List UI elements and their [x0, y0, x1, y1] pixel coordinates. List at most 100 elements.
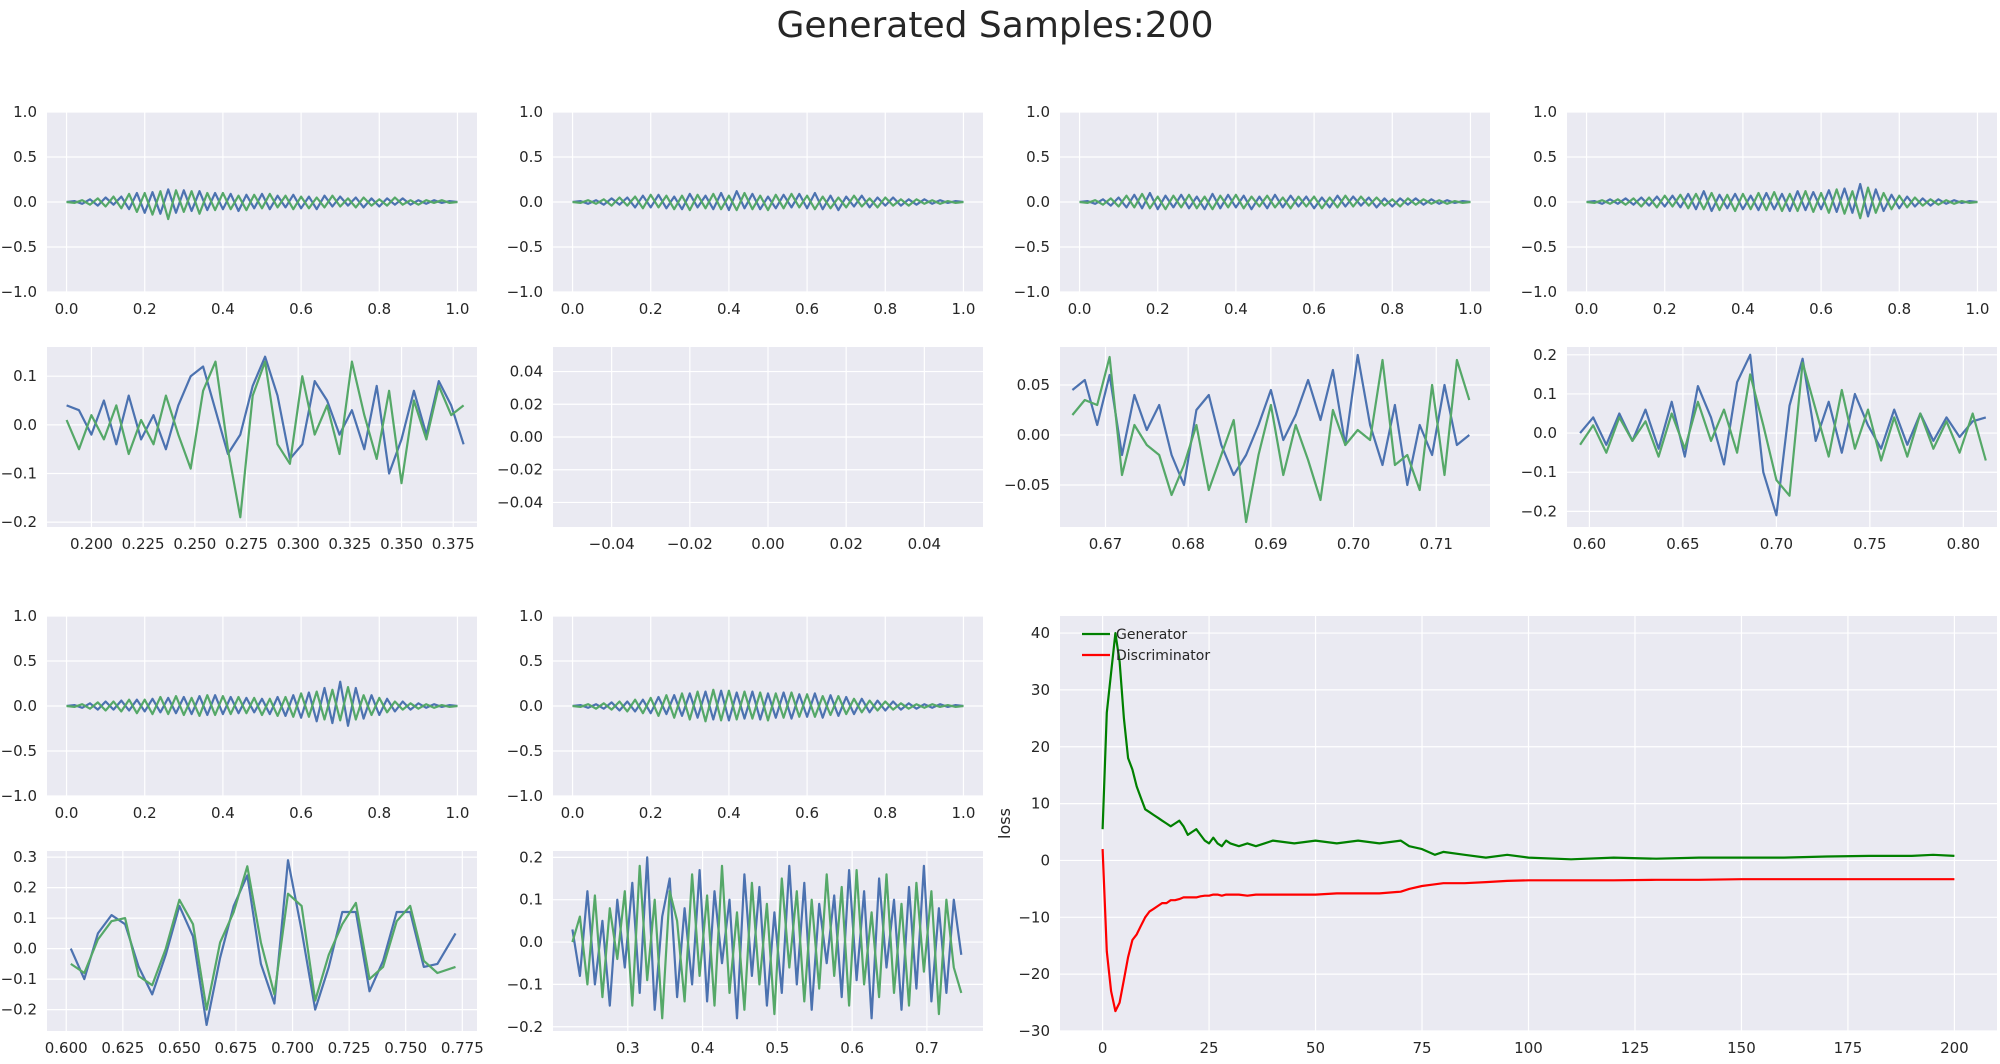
x-tick-label: 0.7	[915, 1039, 939, 1057]
x-tick-label: 0.4	[211, 804, 235, 822]
x-tick-label: 0.6	[289, 804, 313, 822]
y-tick-label: 0.5	[13, 652, 37, 670]
series-line	[66, 680, 458, 727]
legend-entry-label: Generator	[1116, 627, 1187, 643]
y-tick-label: 1.0	[519, 607, 543, 625]
x-tick-label: 0.65	[1666, 535, 1699, 553]
x-tick-label: 0.4	[1224, 300, 1248, 318]
axes-background	[1567, 347, 1997, 527]
x-tick-label: 0.8	[367, 300, 391, 318]
loss-panel: 0 25 50 75 100 125 150 175 200 −30 −20 −10 0 10 20 30 40…	[995, 616, 1997, 1057]
y-tick-label: 0.1	[519, 891, 543, 909]
y-tick-label: −0.02	[497, 461, 543, 479]
x-tick-label: 0.4	[1731, 300, 1755, 318]
series-line	[1071, 355, 1471, 524]
series-line	[571, 864, 963, 1020]
x-tick-label: 0.275	[225, 535, 268, 553]
x-tick-label: 0.8	[1887, 300, 1911, 318]
y-tick-label: −0.2	[1, 513, 37, 531]
y-tick-label: −0.05	[1004, 476, 1050, 494]
y-tick-label: 0.5	[519, 652, 543, 670]
series-line	[572, 688, 964, 723]
x-tick-label: 0.00	[751, 535, 784, 553]
series-line	[66, 189, 458, 221]
x-tick-label: 0.71	[1420, 535, 1453, 553]
series-line-generator	[1101, 631, 1955, 861]
y-tick-label: 0.5	[1533, 148, 1557, 166]
x-tick-label: 0.6	[795, 804, 819, 822]
y-tick-label: 0.1	[13, 367, 37, 385]
x-tick-label: 25	[1200, 1039, 1219, 1057]
y-tick-label: 10	[1031, 795, 1050, 813]
y-tick-label: 0.5	[1026, 148, 1050, 166]
x-tick-label: 0.8	[1380, 300, 1404, 318]
y-axis-label: loss	[995, 808, 1014, 839]
series-line	[66, 685, 458, 722]
y-tick-label: −10	[1018, 908, 1050, 926]
y-tick-label: −30	[1018, 1022, 1050, 1040]
y-tick-label: −0.5	[1, 742, 37, 760]
panel-1: 0.0 0.2 0.4 0.6 0.8 1.0 −1.0 −0.5 0.0 0.5 1.0	[1, 103, 477, 318]
series-line	[65, 360, 465, 519]
y-tick-label: 0.0	[519, 933, 543, 951]
y-tick-label: −0.1	[1521, 463, 1557, 481]
x-tick-label: 0	[1098, 1039, 1108, 1057]
y-tick-label: −0.5	[1014, 238, 1050, 256]
y-tick-label: −0.5	[1521, 238, 1557, 256]
x-tick-label: 0.6	[840, 1039, 864, 1057]
x-tick-label: 0.4	[717, 300, 741, 318]
panel-10: 0.0 0.2 0.4 0.6 0.8 1.0 −1.0 −0.5 0.0 0.5 1.0	[507, 607, 983, 822]
y-tick-label: −0.2	[1, 1001, 37, 1019]
panel-4: 0.0 0.2 0.4 0.6 0.8 1.0 −1.0 −0.5 0.0 0.5 1.0	[1521, 103, 1997, 318]
x-tick-label: 0.8	[873, 804, 897, 822]
y-tick-label: −0.2	[1521, 502, 1557, 520]
y-tick-label: 1.0	[519, 103, 543, 121]
y-tick-label: 0.2	[1533, 346, 1557, 364]
y-tick-label: 0.5	[519, 148, 543, 166]
series-line	[572, 191, 964, 212]
x-tick-label: 0.5	[765, 1039, 789, 1057]
series-line	[1586, 186, 1978, 220]
x-tick-label: 0.6	[1302, 300, 1326, 318]
y-tick-label: 1.0	[13, 103, 37, 121]
y-tick-label: −0.5	[1, 238, 37, 256]
y-tick-label: −1.0	[1014, 283, 1050, 301]
y-tick-label: 0.2	[13, 879, 37, 897]
y-tick-label: 1.0	[1026, 103, 1050, 121]
x-tick-label: 0.2	[639, 300, 663, 318]
legend-entry-label: Discriminator	[1116, 648, 1210, 664]
y-tick-label: −0.5	[507, 238, 543, 256]
x-tick-label: 0.675	[214, 1039, 257, 1057]
y-tick-label: 40	[1031, 624, 1050, 642]
panel-9: 0.0 0.2 0.4 0.6 0.8 1.0 −1.0 −0.5 0.0 0.5 1.0	[1, 607, 477, 822]
x-tick-label: 0.60	[1573, 535, 1606, 553]
x-tick-label: 50	[1306, 1039, 1325, 1057]
panel-3: 0.0 0.2 0.4 0.6 0.8 1.0 −1.0 −0.5 0.0 0.5 1.0	[1014, 103, 1490, 318]
y-tick-label: −1.0	[1, 283, 37, 301]
x-tick-label: 0.6	[1809, 300, 1833, 318]
x-tick-label: 0.68	[1171, 535, 1204, 553]
panel-11: 0.600 0.625 0.650 0.675 0.700 0.725 0.750 0.775…	[1, 848, 484, 1057]
y-tick-label: −0.1	[507, 975, 543, 993]
y-tick-label: 1.0	[1533, 103, 1557, 121]
series-line	[1586, 182, 1978, 218]
series-line	[66, 188, 458, 215]
y-tick-label: 0.05	[1017, 376, 1050, 394]
y-tick-label: 0.0	[13, 940, 37, 958]
y-tick-label: −0.1	[1, 464, 37, 482]
x-tick-label: 0.04	[908, 535, 941, 553]
x-tick-label: 0.2	[133, 804, 157, 822]
x-tick-label: 0.8	[367, 804, 391, 822]
y-tick-label: 0.04	[510, 363, 543, 381]
x-tick-label: 1.0	[446, 300, 470, 318]
series-line	[1579, 361, 1987, 497]
y-tick-label: 0.1	[1533, 385, 1557, 403]
x-tick-label: 1.0	[446, 804, 470, 822]
x-tick-label: 0.67	[1089, 535, 1122, 553]
y-tick-label: 0.02	[510, 395, 543, 413]
y-tick-label: 0.5	[13, 148, 37, 166]
y-tick-label: −20	[1018, 965, 1050, 983]
y-tick-label: 0.0	[519, 697, 543, 715]
series-line-discriminator	[1101, 849, 1955, 1013]
